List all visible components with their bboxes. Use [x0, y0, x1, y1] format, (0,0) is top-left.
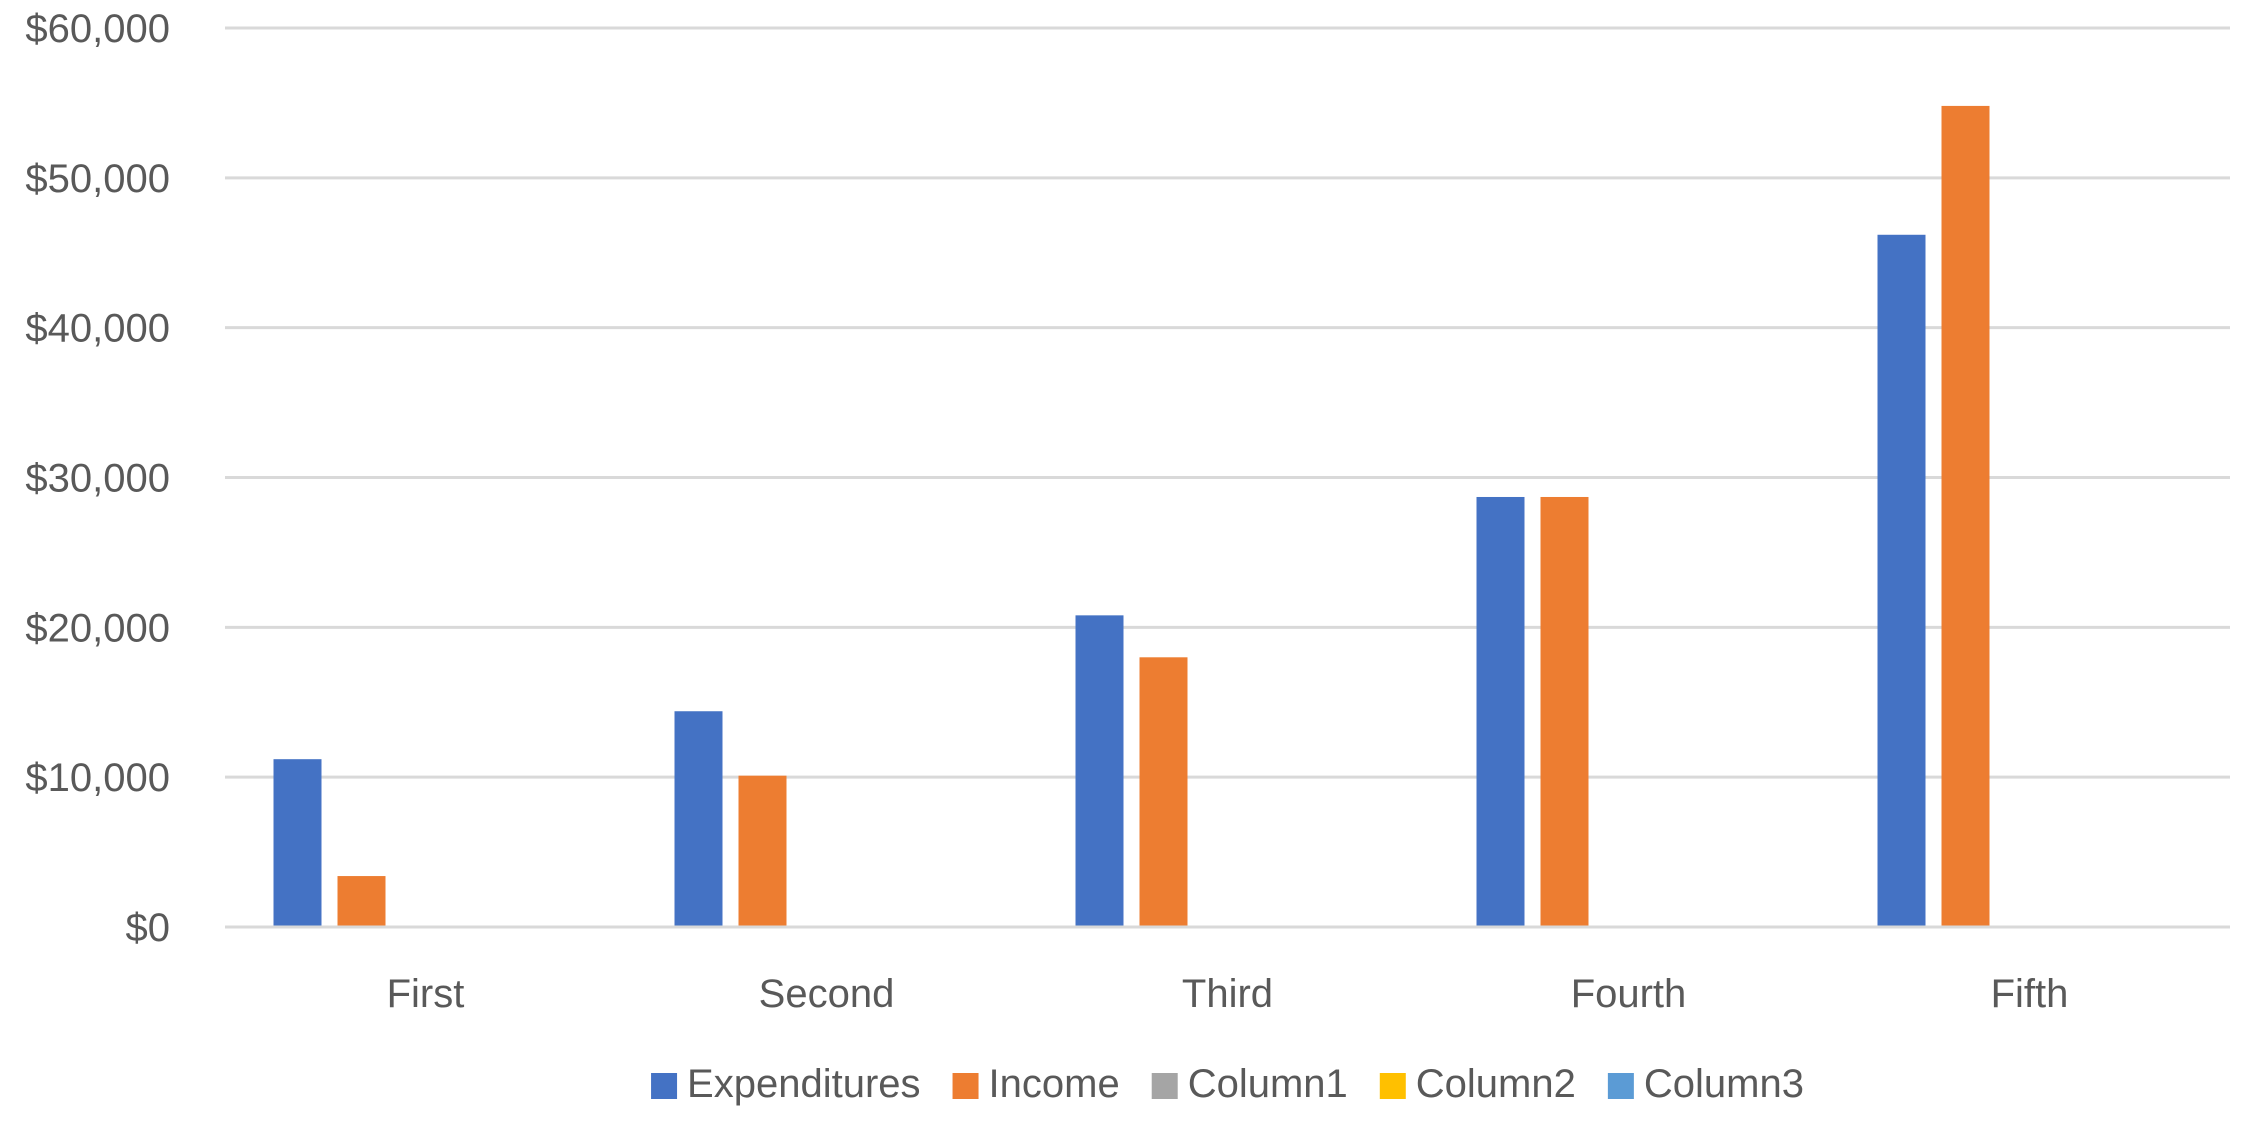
y-tick-label: $20,000 — [25, 606, 170, 650]
bar-expenditures-second — [674, 711, 723, 927]
legend-item-income[interactable]: Income — [952, 1062, 1120, 1106]
legend-item-expenditures[interactable]: Expenditures — [651, 1062, 921, 1106]
y-tick-label: $50,000 — [25, 157, 170, 201]
bar-income-second — [738, 775, 787, 927]
legend-label: Income — [989, 1062, 1120, 1106]
legend-item-column3[interactable]: Column3 — [1607, 1062, 1804, 1106]
bar-income-fifth — [1941, 105, 1990, 927]
bar-income-fourth — [1540, 496, 1589, 927]
legend-swatch — [1607, 1073, 1634, 1099]
legend-label: Expenditures — [687, 1062, 920, 1106]
x-tick-label: Fifth — [1991, 972, 2069, 1016]
y-tick-label: $0 — [126, 906, 171, 950]
legend-label: Column3 — [1644, 1062, 1804, 1106]
legend-item-column2[interactable]: Column2 — [1379, 1062, 1576, 1106]
bar-income-first — [337, 876, 386, 927]
legend[interactable]: Expenditures Income Column1 Column2 Column3 — [651, 1062, 1804, 1106]
legend-label: Column1 — [1188, 1062, 1348, 1106]
x-tick-label: Third — [1182, 972, 1273, 1016]
legend-swatch — [952, 1073, 979, 1099]
gridlines — [225, 26, 2230, 779]
legend-item-column1[interactable]: Column1 — [1151, 1062, 1348, 1106]
bar-expenditures-third — [1075, 615, 1124, 927]
y-axis-tick-labels: $0 $10,000 $20,000 $30,000 $40,000 $50,000 $60… — [25, 7, 170, 950]
y-tick-label: $60,000 — [25, 7, 170, 51]
legend-swatch — [1379, 1073, 1406, 1099]
bar-expenditures-fourth — [1476, 496, 1525, 927]
legend-label: Column2 — [1416, 1062, 1576, 1106]
legend-swatch — [651, 1073, 678, 1099]
bar-expenditures-fifth — [1877, 234, 1926, 927]
bars — [273, 105, 1990, 927]
bar-expenditures-first — [273, 759, 322, 927]
y-tick-label: $10,000 — [25, 756, 170, 800]
bar-income-third — [1139, 657, 1188, 927]
x-axis-tick-labels: First Second Third Fourth Fifth — [387, 972, 2069, 1016]
x-tick-label: Fourth — [1571, 972, 1687, 1016]
legend-swatch — [1151, 1073, 1178, 1099]
x-tick-label: First — [387, 972, 465, 1016]
x-tick-label: Second — [759, 972, 895, 1016]
y-tick-label: $40,000 — [25, 307, 170, 351]
y-tick-label: $30,000 — [25, 457, 170, 501]
